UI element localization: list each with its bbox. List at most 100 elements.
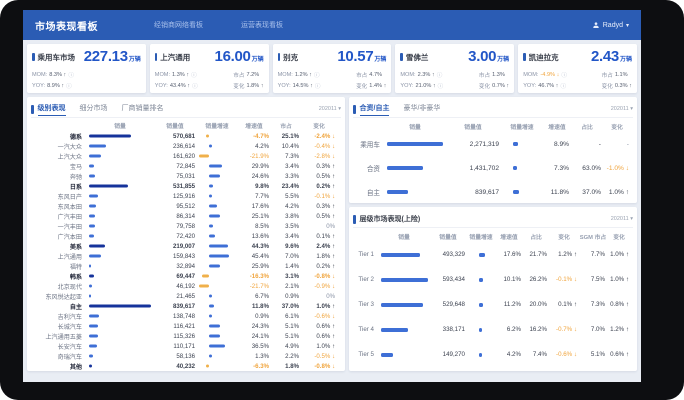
user-menu[interactable]: Radyd ▾ (592, 21, 629, 29)
tier-market-panel: 层级市场表现(上险) 202011 ▾ 销量 销量值 销量增速 增速值 占比 变化 SGM … (349, 207, 637, 371)
table-row[interactable]: 自主 839,617 11.8% 37.0% 1.0% ↑ (31, 301, 341, 311)
info-icon[interactable]: ⓘ (313, 73, 320, 79)
nav-dealer-network[interactable]: 经销商网络看板 (154, 22, 203, 29)
row-label: 广汽丰田 (57, 213, 82, 221)
table-row[interactable]: 广汽本田 72,420 13.6% 3.4% 0.1% ↑ (31, 231, 341, 241)
table-row[interactable]: 上汽通用 159,843 45.4% 7.0% 1.8% ↑ (31, 251, 341, 261)
metric-label: MOM: (277, 72, 293, 78)
sgm-share-value: 5.1% (590, 351, 605, 358)
table-row[interactable]: Tier 3 529,648 11.2% 20.0% 0.1% ↑ 7.3% 0.8% ↑ (353, 292, 633, 317)
table-row[interactable]: 一汽大众 236,614 4.2% 10.4% -0.4% ↓ (31, 141, 341, 151)
share-value: 7.0% (285, 252, 299, 260)
growth-value: 11.8% (252, 302, 269, 310)
info-icon[interactable]: ⓘ (314, 84, 321, 90)
table-row[interactable]: 广汽丰田 86,314 25.1% 3.8% 0.5% ↑ (31, 211, 341, 221)
table-row[interactable]: 德系 570,681 -4.7% 25.1% -2.4% ↓ (31, 131, 341, 141)
growth-value: 8.5% (255, 222, 269, 230)
change-value: 0.5% ↑ (316, 172, 335, 180)
period-selector[interactable]: 202011 ▾ (318, 106, 341, 112)
sales-value: 839,617 (172, 302, 195, 310)
growth-bar (479, 327, 482, 332)
sales-bar-cell (87, 131, 153, 141)
growth-bar-cell (197, 221, 237, 231)
info-icon[interactable]: ⓘ (560, 84, 567, 90)
kpi-metric: YOY: 43.4% ↑ ⓘ (155, 82, 198, 90)
table-row[interactable]: 韩系 69,447 -16.3% 3.1% -0.8% ↓ (31, 271, 341, 281)
table-row[interactable]: 东风悦达起亚 21,465 6.7% 0.9% 0% (31, 291, 341, 301)
column-header: 销量 (398, 234, 410, 241)
table-row[interactable]: 一汽丰田 79,758 8.5% 3.5% 0% (31, 221, 341, 231)
table-row[interactable]: 上汽大众 161,620 -21.9% 7.3% -2.8% ↓ (31, 151, 341, 161)
growth-bar-cell (197, 161, 237, 171)
table-row[interactable]: 东风日产 125,916 7.7% 5.5% -0.1% ↓ (31, 191, 341, 201)
growth-bar (513, 166, 517, 170)
kpi-metric: 市占 1.1% (602, 71, 632, 79)
sales-bar-cell (87, 221, 153, 231)
info-icon[interactable]: ⓘ (437, 84, 444, 90)
share-value: 9.6% (285, 242, 299, 250)
tab-sub-market[interactable]: 细分市场 (79, 105, 108, 112)
growth-bar (209, 314, 212, 318)
column-header: 变化 (313, 124, 325, 130)
table-row[interactable]: 长安汽车 110,171 36.5% 4.9% 1.0% ↑ (31, 341, 341, 351)
table-row[interactable]: 上汽通用五菱 115,326 24.1% 5.1% 0.6% ↑ (31, 331, 341, 341)
info-icon[interactable]: ⓘ (436, 73, 443, 79)
change-value: 0.3% ↑ (316, 162, 335, 170)
row-label: 韩系 (69, 273, 82, 281)
table-row[interactable]: 福特 32,894 25.9% 1.4% 0.2% ↑ (31, 261, 341, 271)
sales-bar (89, 224, 95, 228)
user-name: Radyd (602, 21, 623, 29)
tab-oem-sales-ranking[interactable]: 厂商销量排名 (121, 105, 164, 112)
metric-value: 7.2% (246, 72, 260, 78)
info-icon[interactable]: ⓘ (561, 73, 567, 79)
info-icon[interactable]: ⓘ (191, 73, 197, 79)
tab-level-performance[interactable]: 级别表现 (37, 103, 66, 116)
period-selector[interactable]: 202011 ▾ (610, 106, 633, 112)
period-selector[interactable]: 202011 ▾ (610, 216, 633, 222)
table-row[interactable]: 长城汽车 116,421 24.3% 5.1% 0.6% ↑ (31, 321, 341, 331)
table-row[interactable]: Tier 2 593,434 10.1% 26.2% -0.1% ↓ 7.5% 1.0% ↑ (353, 267, 633, 292)
table-row[interactable]: Tier 5 149,270 4.2% 7.4% -0.6% ↓ 5.1% 0.6% ↑ (353, 342, 633, 367)
segment-table: 销量 销量值 销量增速 增速值 市占 变化 德系 570,681 -4.7% 25.1% -2.4%… (31, 120, 341, 371)
tab-jv-domestic[interactable]: 合资/自主 (359, 103, 390, 116)
sales-value: 1,431,702 (469, 164, 499, 172)
share-value: 16.2% (529, 326, 547, 333)
table-row[interactable]: 其他 40,232 -6.3% 1.8% -0.8% ↓ (31, 361, 341, 371)
table-row[interactable]: 吉利汽车 138,748 0.9% 6.1% -0.6% ↓ (31, 311, 341, 321)
sales-bar (89, 314, 100, 318)
table-row[interactable]: 合资 1,431,702 7.3% 63.0% -1.0% ↓ (353, 156, 633, 180)
kpi-number: 3.00 (468, 48, 497, 65)
growth-bar-cell (467, 292, 495, 317)
info-icon[interactable]: ⓘ (192, 84, 198, 90)
growth-bar-cell (197, 321, 237, 331)
change-value: 0.6% ↑ (316, 332, 335, 340)
table-row[interactable]: Tier 4 338,171 6.2% 16.2% -0.7% ↓ 7.0% 1.2% ↑ (353, 317, 633, 342)
growth-bar (209, 224, 213, 228)
table-row[interactable]: 乘用车 2,271,319 8.9% - - (353, 132, 633, 156)
table-row[interactable]: 美系 219,007 44.3% 9.6% 2.4% ↑ (31, 241, 341, 251)
sales-value: 40,232 (176, 362, 195, 370)
segment-performance-panel: 级别表现 细分市场 厂商销量排名 202011 ▾ 销量 销量值 销量增速 增速值 市占… (27, 97, 345, 371)
table-row[interactable]: 宝马 72,845 29.9% 3.4% 0.3% ↑ (31, 161, 341, 171)
table-row[interactable]: 北京现代 46,192 -21.7% 2.1% -0.9% ↓ (31, 281, 341, 291)
sales-bar (89, 154, 101, 158)
table-row[interactable]: 日系 531,855 9.8% 23.4% 0.2% ↑ (31, 181, 341, 191)
page-title: 市场表现看板 (35, 21, 98, 33)
tab-luxury-nonluxury[interactable]: 豪华/非豪华 (403, 105, 441, 112)
table-row[interactable]: 奇瑞汽车 58,136 1.3% 2.2% -0.5% ↓ (31, 351, 341, 361)
table-row[interactable]: Tier 1 493,329 17.6% 21.7% 1.2% ↑ 7.7% 1.0% ↑ (353, 242, 633, 267)
column-header: 销量值 (464, 124, 482, 131)
table-row[interactable]: 自主 839,617 11.8% 37.0% 1.0% ↑ (353, 180, 633, 204)
growth-bar-cell (197, 351, 237, 361)
table-row[interactable]: 奔驰 75,031 24.6% 3.3% 0.5% ↑ (31, 171, 341, 181)
sales-bar-cell (87, 311, 153, 321)
nav-operation-performance[interactable]: 运营表现看板 (241, 22, 283, 29)
sales-bar (89, 264, 92, 268)
info-icon[interactable]: ⓘ (66, 84, 72, 90)
change-value: -0.8% ↓ (314, 362, 335, 370)
row-label: 合资 (366, 166, 380, 173)
table-row[interactable]: 东风本田 95,512 17.6% 4.2% 0.3% ↑ (31, 201, 341, 211)
info-icon[interactable]: ⓘ (68, 73, 74, 79)
growth-bar-cell (197, 331, 237, 341)
row-label: 美系 (69, 243, 82, 251)
